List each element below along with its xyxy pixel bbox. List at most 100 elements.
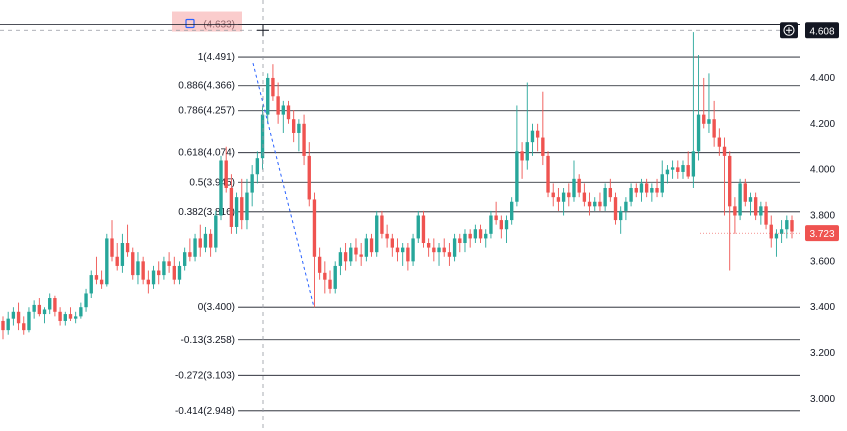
candle-body [224, 160, 228, 188]
candle-body [27, 311, 31, 331]
overlays [0, 0, 800, 431]
candle [234, 192, 239, 234]
candle-body [307, 155, 311, 200]
candle [79, 302, 83, 319]
fib-anchor-highlight[interactable] [172, 11, 242, 32]
candle-body [546, 155, 550, 193]
candle-body [390, 238, 394, 248]
candle-body [333, 265, 337, 289]
candle [6, 311, 10, 335]
candle [707, 73, 711, 133]
candle [63, 311, 67, 326]
candle [203, 226, 208, 253]
candle-body [582, 192, 587, 202]
candle [587, 192, 592, 216]
candle [307, 142, 311, 207]
candle-body [785, 220, 789, 230]
candle-body [99, 279, 104, 285]
candle-body [541, 137, 545, 156]
candle [224, 146, 228, 193]
candle-body [338, 252, 343, 266]
price-axis-tick-label: 3.200 [810, 348, 835, 359]
candle [696, 55, 701, 161]
candle [655, 178, 659, 198]
candle [416, 210, 420, 244]
candle [157, 261, 161, 285]
candle [691, 32, 696, 188]
fib-level-label: 0.786(4.257) [178, 106, 235, 117]
add-alert-button[interactable] [780, 22, 798, 39]
candle [219, 155, 223, 221]
candle-body [58, 311, 62, 321]
candle-body [120, 243, 125, 266]
candle-body [125, 243, 130, 253]
candle [32, 300, 36, 319]
candle [670, 160, 675, 179]
candle [99, 270, 104, 289]
candle-body [530, 130, 535, 143]
candle-body [136, 261, 140, 276]
candle [208, 229, 213, 257]
candle-body [6, 318, 10, 331]
fib-level-label: 1(4.491) [198, 52, 235, 63]
candle-body [686, 165, 690, 177]
candle-body [401, 247, 405, 253]
candle [354, 238, 358, 262]
candle [369, 233, 374, 257]
crosshair-price-label: 4.608 [809, 26, 834, 37]
candle [681, 160, 685, 179]
candle-body [53, 298, 57, 312]
candle-body [193, 238, 197, 257]
last-price-label: 3.723 [809, 229, 834, 240]
candle-body [458, 238, 462, 244]
candle-body [380, 215, 384, 234]
candle-body [520, 151, 524, 161]
candle [271, 64, 275, 101]
candle-body [478, 229, 483, 239]
candle [722, 137, 727, 216]
price-axis[interactable]: 4.400 4.200 4.000 3.800 3.600 3.400 3.200 3.000… [780, 22, 839, 405]
candle-body [172, 265, 176, 280]
candle [1, 316, 5, 340]
candle-body [624, 201, 628, 211]
candle [89, 270, 93, 299]
candle-body [676, 167, 680, 172]
candle-body [255, 158, 260, 175]
candle [499, 215, 504, 239]
candle-body [650, 187, 654, 193]
candles [1, 32, 794, 340]
candle-body [22, 323, 26, 331]
fib-retracement[interactable]: (4.633)1(4.491)0.886(4.366)0.786(4.257)0… [175, 20, 800, 417]
candle [380, 210, 384, 239]
candle [624, 197, 628, 221]
plus-icon[interactable] [783, 24, 795, 36]
candle-body [629, 187, 633, 202]
candle [260, 105, 265, 170]
candle-body [473, 229, 478, 239]
candle [510, 197, 514, 225]
candle-body [722, 146, 727, 156]
candle [172, 256, 176, 285]
candle-body [779, 229, 784, 234]
candle-body [219, 160, 223, 216]
crosshair-price-tag [805, 22, 839, 39]
candle [84, 288, 88, 312]
candle [613, 192, 618, 225]
candle-body [312, 199, 317, 257]
candle [110, 220, 114, 262]
candle [266, 73, 270, 124]
price-axis-tick-label: 3.800 [810, 211, 835, 222]
candle-body [535, 130, 540, 138]
candle-body [177, 265, 182, 280]
candle-body [250, 174, 254, 193]
fib-level-label: -0.414(2.948) [175, 406, 235, 417]
candle-body [203, 233, 208, 248]
candle [561, 187, 566, 216]
fib-level-label: 0(3.400) [198, 302, 235, 313]
candle-body [369, 238, 374, 253]
fib-anchor-handle[interactable] [185, 18, 195, 29]
candle-body [343, 252, 348, 262]
candle-body [733, 206, 737, 216]
fib-trend-line[interactable] [252, 62, 315, 308]
